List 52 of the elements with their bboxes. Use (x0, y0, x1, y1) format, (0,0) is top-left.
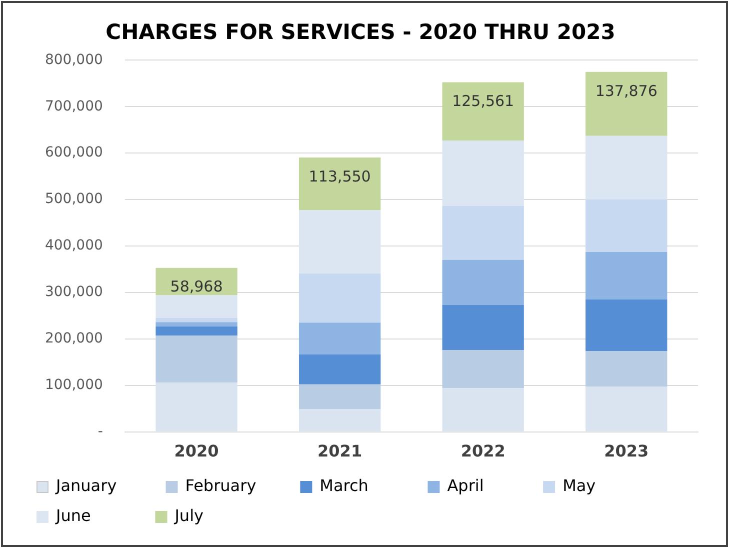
y-tick-label: 200,000 (44, 330, 103, 347)
legend-label: May (562, 476, 652, 496)
y-tick-label: 300,000 (44, 284, 103, 300)
x-tick-label: 2023 (604, 442, 649, 461)
bar (298, 322, 381, 354)
bar (586, 386, 668, 432)
bar (586, 299, 668, 351)
y-tick-label: - (98, 423, 103, 440)
bar (586, 136, 668, 200)
x-tick-label: 2022 (460, 442, 506, 461)
legend-label: January (55, 476, 152, 496)
bar (298, 354, 381, 384)
y-tick-label: 400,000 (44, 238, 103, 254)
legend-label: February (185, 476, 287, 496)
data-label: 137,876 (595, 82, 658, 100)
x-tick-label: 2021 (318, 442, 362, 461)
bar (298, 210, 381, 274)
bar (442, 206, 524, 260)
bar (298, 384, 381, 410)
bar (156, 382, 238, 432)
bar (156, 322, 238, 326)
bar (586, 72, 668, 136)
y-tick-label: 600,000 (44, 144, 103, 161)
y-tick-label: 100,000 (44, 376, 103, 393)
chart-title: CHARGES FOR SERVICES - 2020 THRU 2023 (106, 20, 616, 44)
bar (442, 82, 524, 141)
y-tick-label: 700,000 (44, 98, 103, 114)
bar (442, 140, 524, 206)
bar (586, 350, 668, 387)
bar (298, 273, 381, 323)
bar (156, 336, 238, 383)
data-label: 125,561 (452, 92, 514, 110)
bar (442, 260, 524, 305)
bar (298, 157, 381, 210)
bar (442, 304, 524, 350)
data-label: 58,968 (170, 278, 223, 296)
bar (586, 200, 668, 252)
bar (156, 295, 238, 318)
y-tick-label: 800,000 (44, 52, 103, 68)
bar (156, 318, 238, 322)
bar (156, 326, 238, 336)
bar (586, 252, 668, 300)
legend-label: June (55, 506, 142, 526)
x-tick-label: 2020 (174, 442, 219, 461)
bar (442, 388, 524, 432)
bar (298, 409, 381, 432)
y-tick-label: 500,000 (44, 191, 103, 208)
legend-label: July (174, 506, 254, 526)
legend-label: April (447, 476, 530, 496)
bar (442, 350, 524, 388)
legend-label: March (320, 476, 414, 496)
data-label: 113,550 (308, 167, 371, 186)
